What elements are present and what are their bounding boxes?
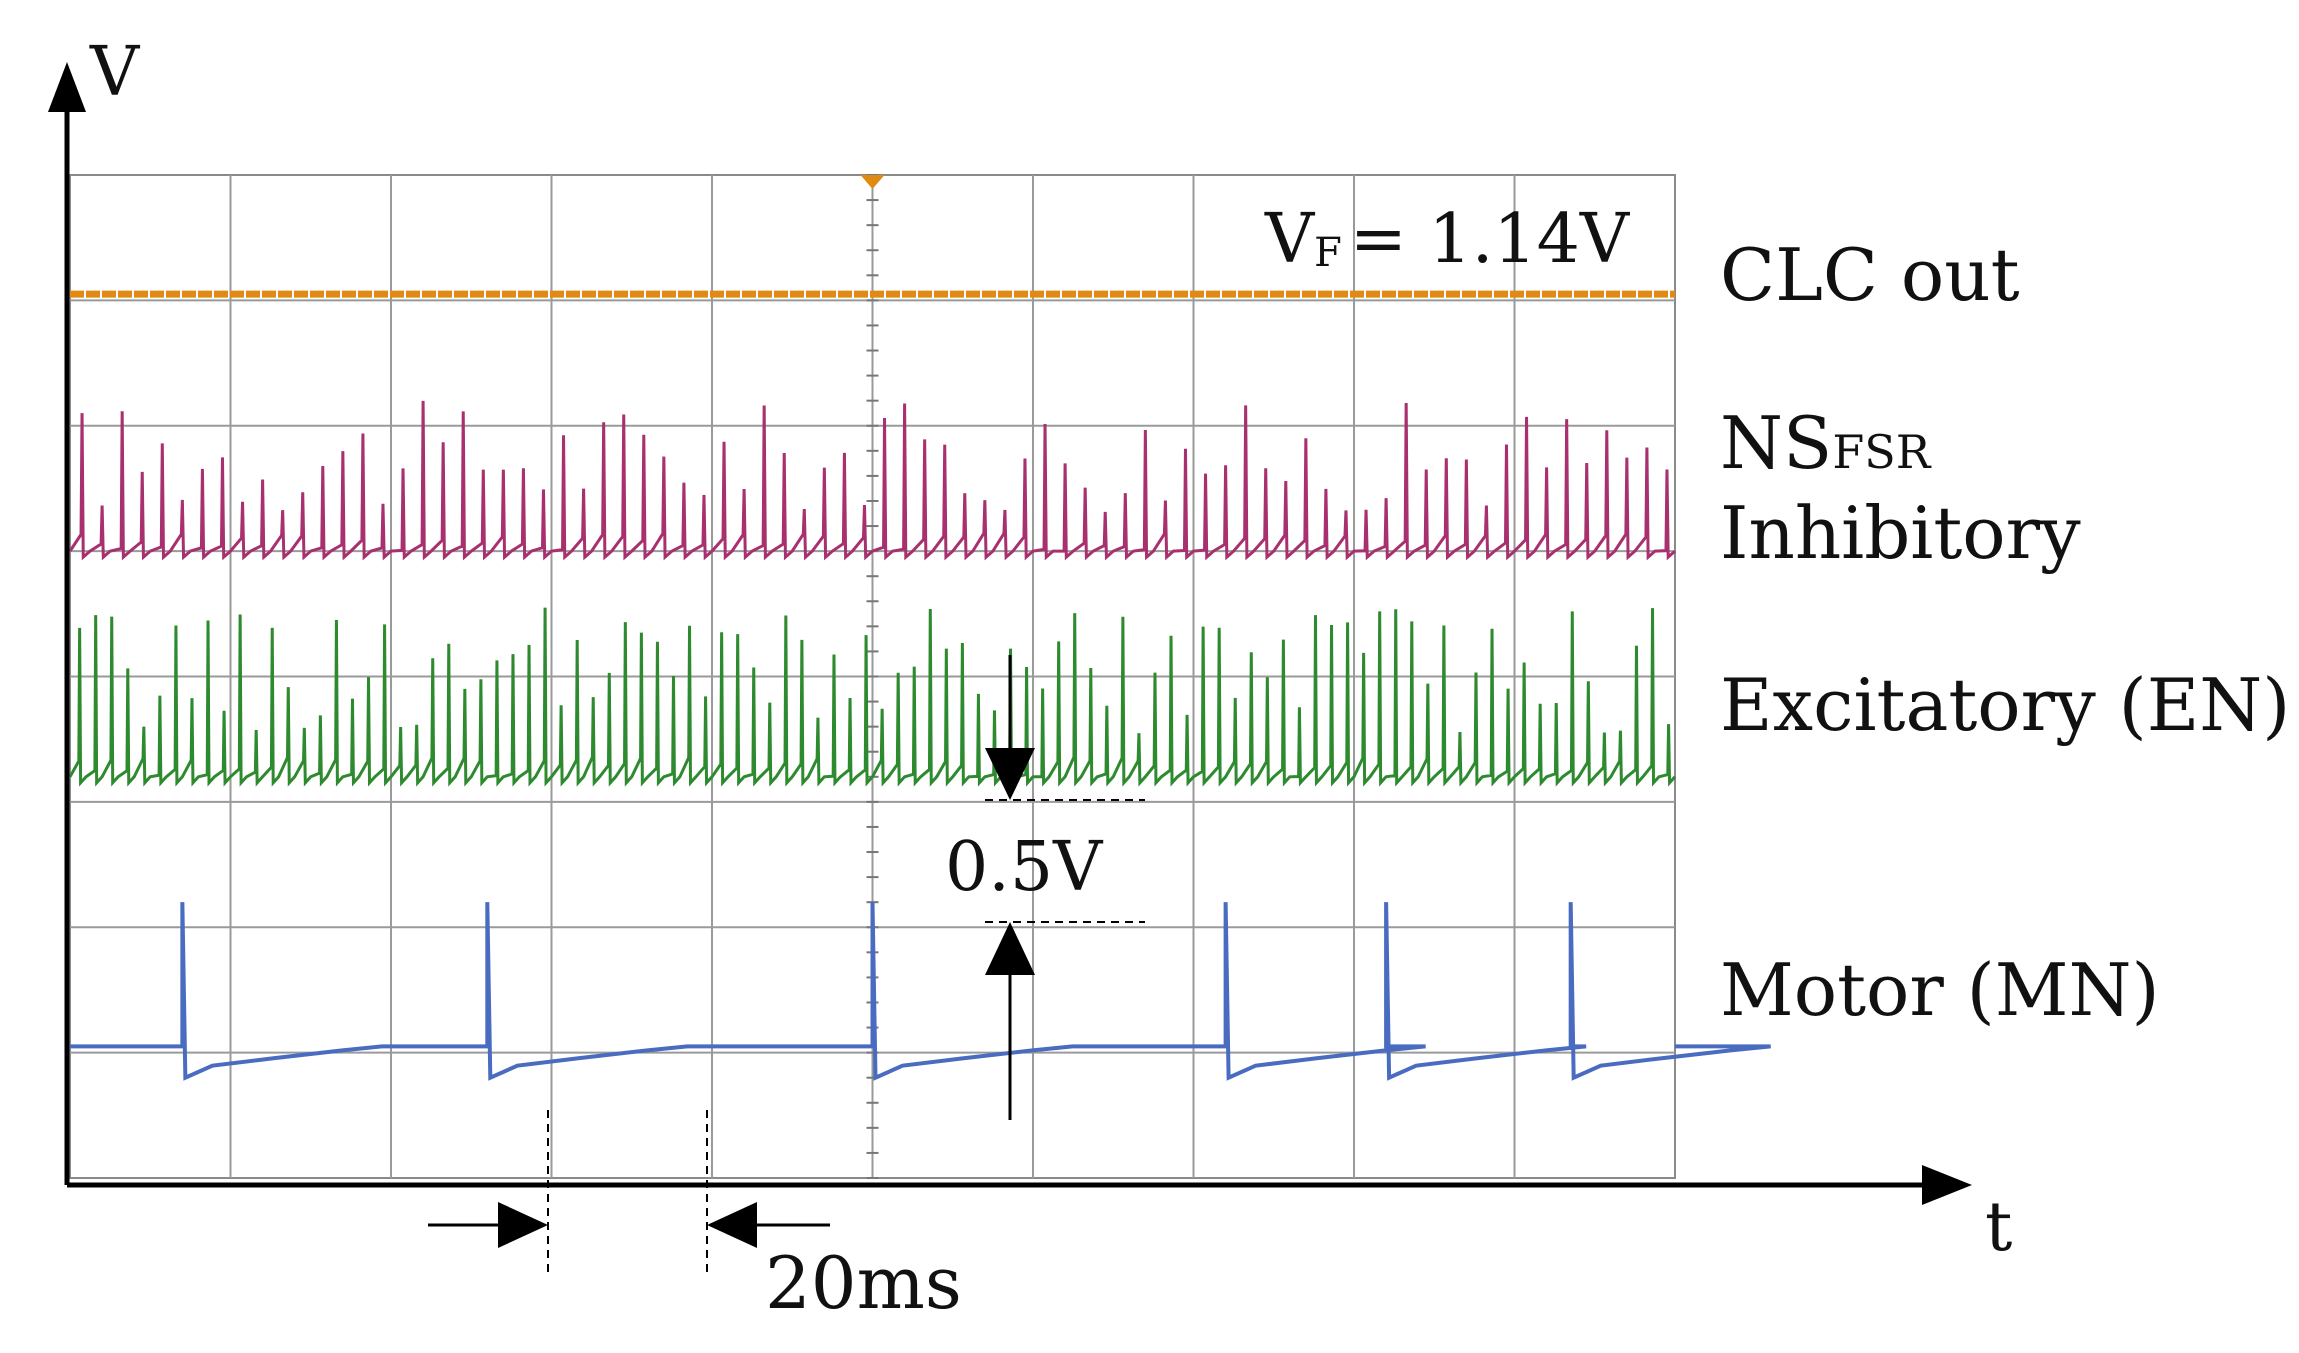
legend-ns-fsr: NSFSR [1720,401,1932,485]
legend-motor: Motor (MN) [1720,948,2160,1032]
time-scale-right-arrow-head [707,1202,757,1248]
volt-scale-down-arrow-head [985,748,1035,800]
y-axis-label: V [89,33,141,112]
vf-annotation: VF = 1.14V [1264,200,1631,279]
x-axis-arrowhead [1922,1165,1972,1205]
volt-scale-label: 0.5V [945,828,1104,907]
legend-excitatory: Excitatory (EN) [1720,663,2290,747]
legend-clc-out: CLC out [1720,233,2020,317]
x-axis-label: t [1985,1188,2012,1267]
trigger-marker [860,175,885,189]
signal-traces [68,290,1771,1081]
time-scale-label: 20ms [765,1241,962,1325]
trace-excitatory-en [68,607,1677,787]
volt-scale-up-arrow-head [985,922,1035,975]
legend-inhibitory: Inhibitory [1720,491,2081,575]
time-scale-left-arrow-head [498,1202,548,1248]
trace-ns-fsr-inhibitory [68,400,1676,561]
y-axis-arrowhead [48,62,86,112]
trace-motor-mn [70,902,1771,1081]
